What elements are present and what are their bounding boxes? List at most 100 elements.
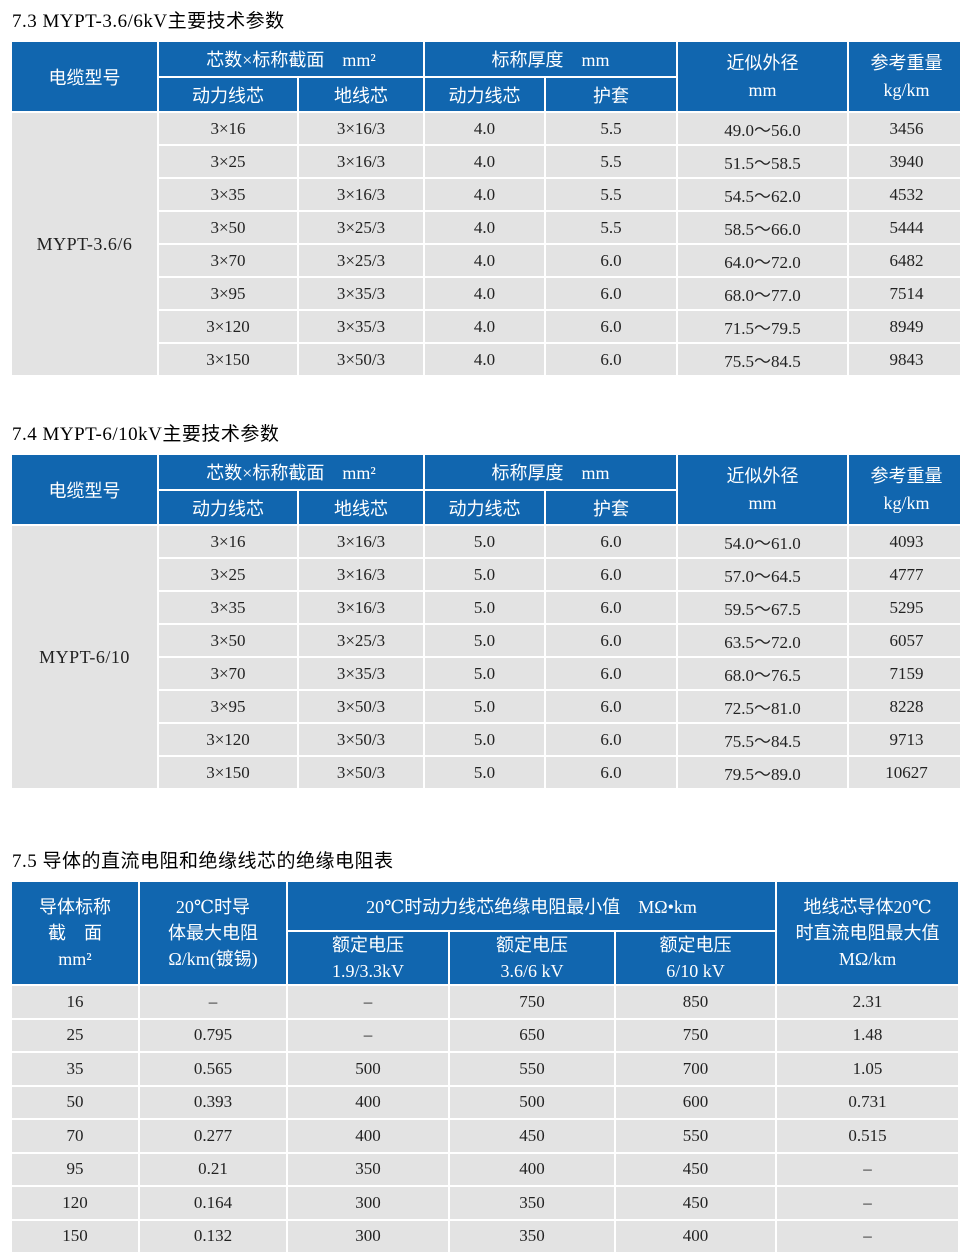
table-row: MYPT-3.6/6 3×16 3×16/3 4.0 5.5 49.0～56.0 3456	[12, 113, 960, 375]
table-cell: –	[288, 1019, 448, 1052]
table-cell: 3×35/3	[299, 311, 423, 342]
table-cell: 650	[450, 1019, 614, 1052]
table-row: 25 0.795–650 750 1.48	[12, 1019, 959, 1052]
spec-table-header: 电缆型号 芯数×标称截面 mm² 标称厚度 mm 近似外径 mm 参考重量 kg…	[12, 455, 960, 524]
table-cell: 3×70	[159, 658, 297, 689]
table-cell: 3×35	[159, 179, 297, 210]
table-cell: 6.0	[546, 625, 677, 656]
table-cell: 8228	[849, 691, 960, 722]
table-cell: 4.0	[425, 212, 544, 243]
header-max-resistance: 20℃时导 体最大电阻 Ω/km(镀锡)	[140, 882, 286, 985]
table-cell: 35	[12, 1053, 138, 1085]
table-cell: 450	[450, 1120, 614, 1152]
table-cell: 3×16/3	[299, 146, 423, 177]
table-cell: 50	[12, 1086, 138, 1119]
table-row: 3×50 3×25/3 4.0 5.5 58.5～66.0 5444	[12, 212, 960, 243]
table-cell: 4.0	[425, 113, 544, 144]
table-cell: 71.5～79.5	[678, 311, 848, 342]
table-cell: 0.21	[140, 1153, 286, 1186]
table-cell: 350	[288, 1153, 448, 1186]
table-cell: 3456	[849, 113, 960, 144]
table-cell: 4777	[849, 559, 960, 590]
table-row: 16– –750 850 2.31	[12, 986, 959, 1018]
table-row: 120 0.164 300 350 450–	[12, 1187, 959, 1219]
header-thickness-power: 动力线芯	[425, 78, 544, 111]
table-cell: 4532	[849, 179, 960, 210]
table-cell: 3×70	[159, 245, 297, 276]
table-cell: 3×16	[159, 113, 297, 144]
table-cell: 550	[616, 1120, 776, 1152]
table-cell: 5.0	[425, 625, 544, 656]
table-cell: 4.0	[425, 245, 544, 276]
table-cell: 3×50/3	[299, 691, 423, 722]
resistance-table-header: 导体标称 截 面 mm² 20℃时导 体最大电阻 Ω/km(镀锡) 20℃时动力…	[12, 882, 959, 985]
table-cell: 700	[616, 1053, 776, 1085]
table-cell: 3×120	[159, 311, 297, 342]
table-cell: 6.0	[546, 278, 677, 309]
table-cell: –	[288, 986, 448, 1018]
table-cell: 0.795	[140, 1019, 286, 1052]
table-cell: 7159	[849, 658, 960, 689]
table-cell: 5.0	[425, 592, 544, 623]
table-cell: 600	[616, 1086, 776, 1119]
table-row: 3×70 3×35/3 5.0 6.0 68.0～76.5 7159	[12, 658, 960, 689]
table-row: 95 0.21 350 400 450–	[12, 1153, 959, 1186]
table-cell: 0.731	[777, 1086, 959, 1119]
table-cell: 3×25	[159, 146, 297, 177]
header-ground-resistance: 地线芯导体20℃ 时直流电阻最大值 MΩ/km	[777, 882, 959, 985]
table-cell: 3×35/3	[299, 658, 423, 689]
table-cell: 350	[450, 1187, 614, 1219]
table-cell: 850	[616, 986, 776, 1018]
spec-table-body: MYPT-6/10 3×16 3×16/3 5.0 6.0 54.0～61.0 4093 3×…	[12, 526, 960, 788]
table-cell: 75.5～84.5	[678, 344, 848, 375]
cable-model-cell: MYPT-3.6/6	[12, 113, 157, 375]
section-title-7-3: 7.3 MYPT-3.6/6kV主要技术参数	[12, 11, 285, 32]
header-weight: 参考重量 kg/km	[849, 42, 960, 111]
table-cell: 5.0	[425, 559, 544, 590]
table-cell: 450	[616, 1153, 776, 1186]
table-cell: –	[777, 1187, 959, 1219]
table-cell: 7514	[849, 278, 960, 309]
table-cell: 0.565	[140, 1053, 286, 1085]
table-cell: 6.0	[546, 526, 677, 557]
table-row: 35 0.565 500 550 700 1.05	[12, 1053, 959, 1085]
spec-table-header: 电缆型号 芯数×标称截面 mm² 标称厚度 mm 近似外径 mm 参考重量 kg…	[12, 42, 960, 111]
header-conductor-section: 导体标称 截 面 mm²	[12, 882, 138, 985]
table-cell: 6.0	[546, 724, 677, 755]
table-cell: 4.0	[425, 278, 544, 309]
table-cell: 3×150	[159, 344, 297, 375]
table-cell: –	[777, 1153, 959, 1186]
table-cell: 10627	[849, 757, 960, 788]
section-mypt-3-6-6: 7.3 MYPT-3.6/6kV主要技术参数 电缆型号 芯数×标称截面 mm² …	[10, 6, 960, 377]
table-cell: 5.0	[425, 691, 544, 722]
header-weight: 参考重量 kg/km	[849, 455, 960, 524]
table-row: 3×25 3×16/3 5.0 6.0 57.0～64.5 4777	[12, 559, 960, 590]
table-cell: 25	[12, 1019, 138, 1052]
table-cell: 5.5	[546, 179, 677, 210]
table-cell: 72.5～81.0	[678, 691, 848, 722]
table-cell: 5.0	[425, 526, 544, 557]
table-cell: 5.5	[546, 113, 677, 144]
table-cell: 400	[450, 1153, 614, 1186]
table-cell: 300	[288, 1187, 448, 1219]
table-cell: 6.0	[546, 658, 677, 689]
resistance-table-body: 16– –750 850 2.31 25 0.795–650 750 1.48 35 0.565 5…	[12, 986, 959, 1253]
table-cell: 3×25/3	[299, 625, 423, 656]
table-cell: 4.0	[425, 179, 544, 210]
table-cell: 3×95	[159, 691, 297, 722]
table-cell: 3×50/3	[299, 724, 423, 755]
table-cell: 58.5～66.0	[678, 212, 848, 243]
table-cell: 3×35	[159, 592, 297, 623]
table-cell: 6.0	[546, 344, 677, 375]
table-cell: 3×16/3	[299, 592, 423, 623]
table-row: 3×50 3×25/3 5.0 6.0 63.5～72.0 6057	[12, 625, 960, 656]
header-insulation-group: 20℃时动力线芯绝缘电阻最小值 MΩ•km	[288, 882, 776, 930]
table-cell: 5.0	[425, 724, 544, 755]
table-cell: 3×120	[159, 724, 297, 755]
table-cell: 1.48	[777, 1019, 959, 1052]
table-row: 3×35 3×16/3 5.0 6.0 59.5～67.5 5295	[12, 592, 960, 623]
table-row: 3×70 3×25/3 4.0 6.0 64.0～72.0 6482	[12, 245, 960, 276]
header-thickness-sheath: 护套	[546, 491, 677, 524]
table-cell: 150	[12, 1220, 138, 1253]
